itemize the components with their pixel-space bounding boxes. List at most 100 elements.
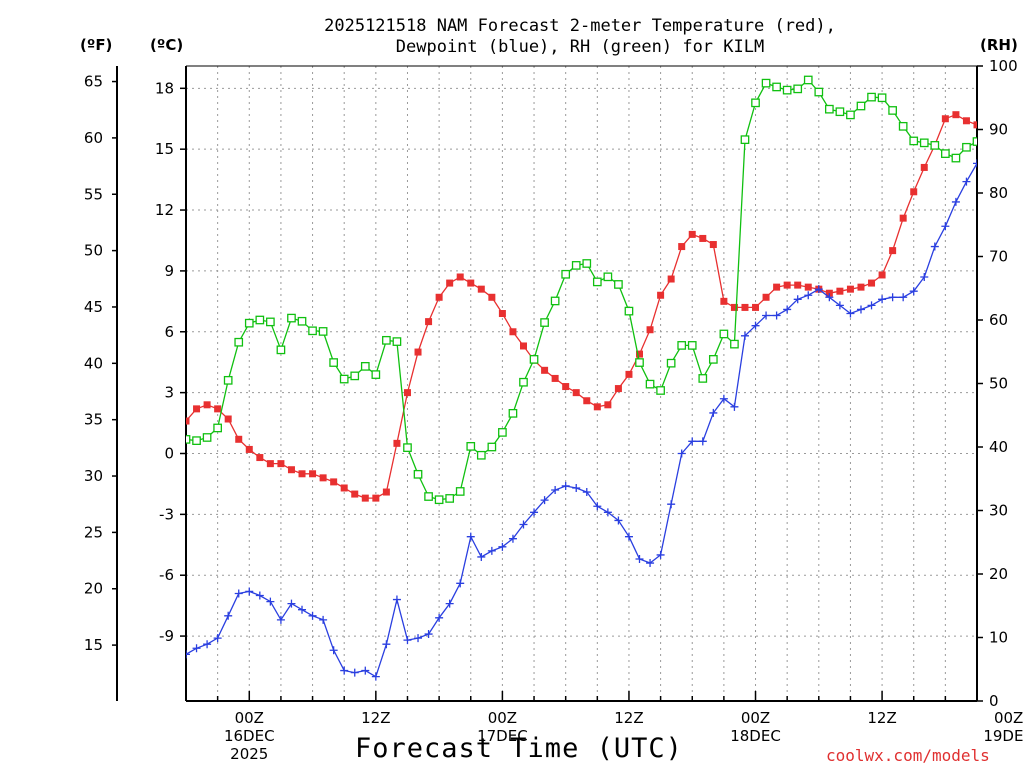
temp-point [256, 454, 264, 462]
dewpoint-point [635, 554, 644, 563]
temp-point [266, 460, 274, 468]
temp-point [593, 403, 601, 411]
dewpoint-point [186, 650, 190, 659]
temp-point [287, 466, 295, 474]
time-tick-label: 12Z [614, 709, 643, 727]
series-1 [186, 153, 1002, 681]
rh-tick-label: 20 [989, 565, 1008, 583]
temp-point [330, 478, 338, 486]
rh-point [371, 370, 381, 379]
rh-tick-label: 60 [989, 311, 1008, 329]
celsius-tick-label: -6 [159, 566, 174, 584]
dewpoint-point [445, 599, 454, 608]
dewpoint-point [751, 321, 760, 330]
temp-point [498, 310, 506, 318]
temp-point [340, 484, 348, 492]
temp-point [456, 273, 464, 281]
rh-point [719, 329, 729, 339]
celsius-tick-label: -9 [159, 627, 174, 645]
dewpoint-point [456, 579, 465, 588]
dewpoint-point [340, 666, 349, 675]
temp-point [372, 494, 380, 502]
temp-point [773, 283, 781, 291]
dewpoint-point [192, 644, 201, 653]
rh-point [540, 318, 549, 327]
temp-point [794, 281, 802, 289]
dewpoint-point [487, 546, 496, 555]
dewpoint-point [498, 542, 507, 551]
rh-point [186, 435, 191, 444]
dewpoint-point [804, 291, 813, 300]
temp-point [941, 115, 949, 123]
dewpoint-point [951, 197, 960, 206]
rh-point [287, 313, 296, 323]
dewpoint-point [856, 305, 865, 314]
temp-point [825, 289, 833, 297]
rh-point [635, 358, 644, 367]
rh-point [888, 106, 897, 115]
rh-point [824, 104, 834, 114]
temp-point [614, 385, 622, 393]
temp-point [224, 415, 232, 423]
dewpoint-point [319, 615, 328, 624]
temp-point [572, 389, 580, 397]
year-tick-label: 2025 [230, 745, 268, 763]
rh-point [962, 142, 971, 152]
rh-point [202, 433, 212, 442]
tick-labels: 1520253035404550556065-9-6-3036912151801… [84, 57, 1024, 763]
rh-point [297, 316, 307, 326]
temp-point [319, 474, 327, 482]
rh-point [424, 492, 433, 501]
fahrenheit-tick-label: 45 [84, 298, 103, 316]
rh-point [571, 261, 581, 270]
time-tick-label: 12Z [361, 709, 390, 727]
rh-point [403, 443, 412, 452]
dewpoint-point [973, 159, 977, 168]
temp-point [667, 275, 675, 283]
rh-point [708, 355, 718, 364]
dewpoint-point [772, 311, 781, 320]
date-tick-label: 16DEC [224, 727, 275, 745]
temp-point [551, 374, 559, 382]
temp-point [657, 291, 665, 299]
celsius-tick-label: 0 [164, 444, 174, 462]
celsius-tick-label: 15 [155, 140, 174, 158]
dewpoint-point [519, 520, 528, 529]
fahrenheit-unit-label: (ºF) [80, 36, 113, 54]
dewpoint-point [994, 153, 1002, 161]
dewpoint-point [793, 295, 802, 304]
temp-point [646, 326, 654, 334]
dewpoint-point [414, 634, 423, 643]
dewpoint-point [698, 437, 707, 446]
temp-point [435, 293, 443, 301]
dewpoint-point [572, 483, 581, 492]
temp-point [699, 234, 707, 242]
dewpoint-point [245, 587, 254, 596]
dewpoint-point [593, 502, 602, 511]
temp-point [920, 163, 928, 171]
dewpoint-point [962, 177, 971, 186]
temp-point [193, 405, 201, 413]
dewpoint-point [224, 611, 233, 620]
celsius-tick-label: 9 [164, 262, 174, 280]
dewpoint-point [203, 640, 212, 649]
fahrenheit-tick-label: 65 [84, 73, 103, 91]
dewpoint-point [930, 242, 939, 251]
rh-point [329, 358, 339, 367]
dewpoint-point [878, 295, 887, 304]
temp-point [730, 303, 738, 311]
dewpoint-point [530, 508, 539, 517]
celsius-tick-label: 6 [164, 323, 174, 341]
rh-point [476, 450, 486, 460]
temp-point [393, 439, 401, 447]
dewpoint-point [730, 402, 739, 411]
temp-point [477, 285, 485, 293]
rh-point [487, 442, 497, 452]
rh-point [592, 277, 602, 287]
rh-point [508, 408, 518, 418]
dewpoint-point [329, 646, 338, 655]
fahrenheit-tick-label: 30 [84, 467, 103, 485]
rh-point [656, 386, 665, 395]
rh-point [687, 341, 697, 350]
dewpoint-point [677, 449, 686, 458]
